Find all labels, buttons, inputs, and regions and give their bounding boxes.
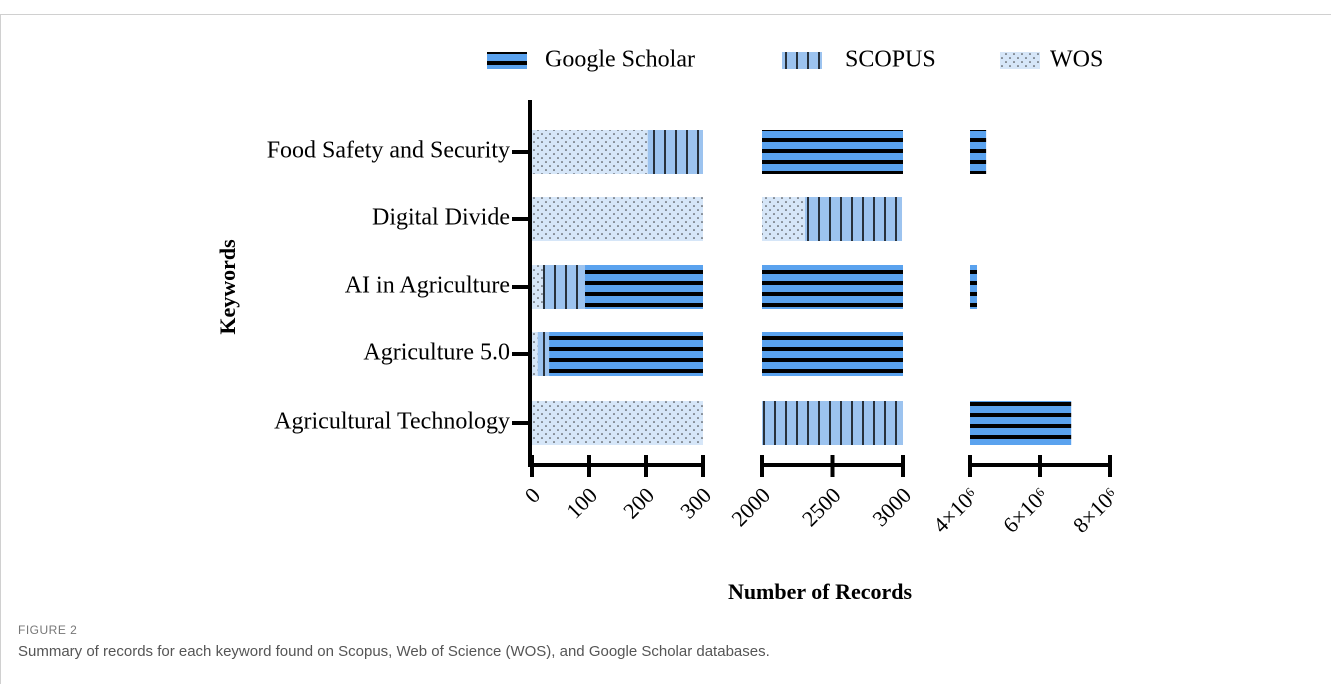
y-tick-label: AI in Agriculture — [345, 273, 510, 299]
y-tick-label: Agricultural Technology — [274, 409, 510, 435]
x-tick-label: 8×10⁶ — [1068, 482, 1123, 537]
bar-segment — [762, 401, 903, 445]
bar-segment — [970, 265, 978, 309]
legend-label: WOS — [1050, 47, 1103, 73]
y-tick-label: Digital Divide — [372, 205, 510, 231]
bar-segment — [805, 197, 903, 241]
bar-segment — [585, 265, 703, 309]
x-tick-label: 3000 — [867, 482, 916, 531]
card-border — [0, 14, 1331, 684]
x-tick-label: 2000 — [726, 482, 775, 531]
y-tick-label: Food Safety and Security — [267, 138, 510, 164]
x-tick-label: 0 — [520, 482, 545, 507]
bar-segment — [532, 265, 543, 309]
bar-segment — [549, 332, 703, 376]
bar-segment — [532, 197, 703, 241]
x-tick-label: 2500 — [797, 482, 846, 531]
legend-swatch — [487, 52, 527, 69]
bar-segment — [970, 130, 987, 174]
bar-segment — [537, 332, 550, 376]
bar-segment — [532, 130, 648, 174]
legend-swatch — [782, 52, 822, 69]
y-tick-label: Agriculture 5.0 — [363, 340, 510, 366]
bar-segment — [647, 130, 703, 174]
legend-swatch — [1000, 52, 1040, 69]
bar-segment — [542, 265, 586, 309]
legend-label: Google Scholar — [545, 47, 695, 73]
x-axis-label: Number of Records — [728, 579, 913, 604]
bar-segment — [762, 130, 903, 174]
bar-segment — [762, 265, 903, 309]
x-tick-label: 4×10⁶ — [928, 482, 983, 537]
bar-segment — [532, 401, 703, 445]
bar-segment — [970, 401, 1072, 445]
x-tick-label: 200 — [618, 482, 659, 523]
bar-segment — [532, 332, 538, 376]
x-tick-label: 100 — [561, 482, 602, 523]
x-tick-label: 6×10⁶ — [998, 482, 1053, 537]
x-tick-label: 300 — [675, 482, 716, 523]
caption: Summary of records for each keyword foun… — [18, 643, 770, 660]
bar-segment — [762, 197, 806, 241]
bar-segment — [762, 332, 903, 376]
legend-label: SCOPUS — [845, 47, 936, 73]
figure-label: FIGURE 2 — [18, 623, 77, 637]
y-axis-label: Keywords — [215, 239, 240, 335]
